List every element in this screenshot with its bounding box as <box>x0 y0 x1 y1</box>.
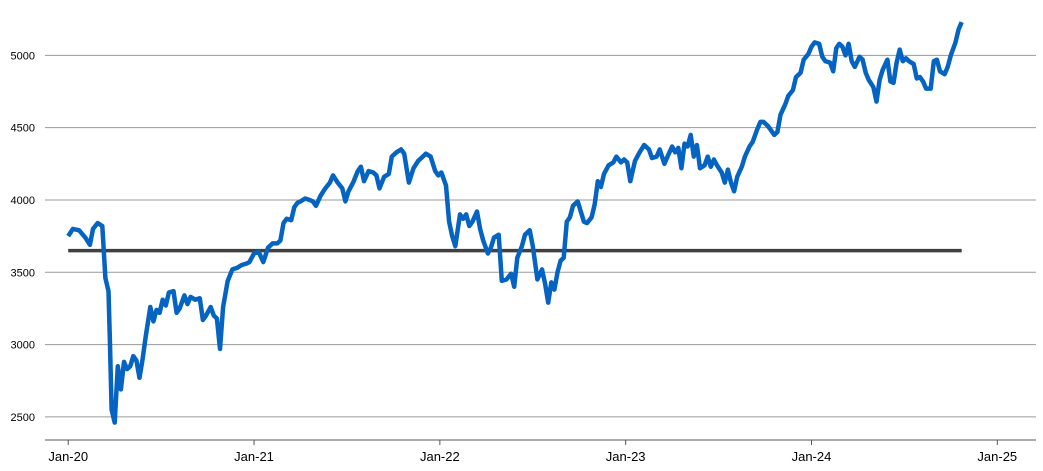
y-tick-labels: 2500 3000 3500 4000 4500 5000 <box>11 50 35 423</box>
y-tick-label-4000: 4000 <box>11 195 35 207</box>
series-layer <box>66 21 964 425</box>
y-tick-label-3500: 3500 <box>11 267 35 279</box>
x-tick-label-Jan-21: Jan-21 <box>234 449 274 464</box>
x-tick-label-Jan-25: Jan-25 <box>977 449 1017 464</box>
y-tick-label-2500: 2500 <box>11 412 35 424</box>
x-tick-label-Jan-23: Jan-23 <box>606 449 646 464</box>
x-tick-labels: Jan-20 Jan-21 Jan-22 Jan-23 Jan-24 Jan-25 <box>48 449 1017 464</box>
x-tick-label-Jan-24: Jan-24 <box>792 449 832 464</box>
y-tick-label-4500: 4500 <box>11 123 35 135</box>
y-tick-label-5000: 5000 <box>11 50 35 62</box>
gridlines <box>45 54 1036 418</box>
x-tick-label-Jan-22: Jan-22 <box>420 449 460 464</box>
series-line-index <box>66 21 964 425</box>
x-tick-marks <box>67 440 998 445</box>
x-tick-label-Jan-20: Jan-20 <box>48 449 88 464</box>
y-tick-label-3000: 3000 <box>11 340 35 352</box>
